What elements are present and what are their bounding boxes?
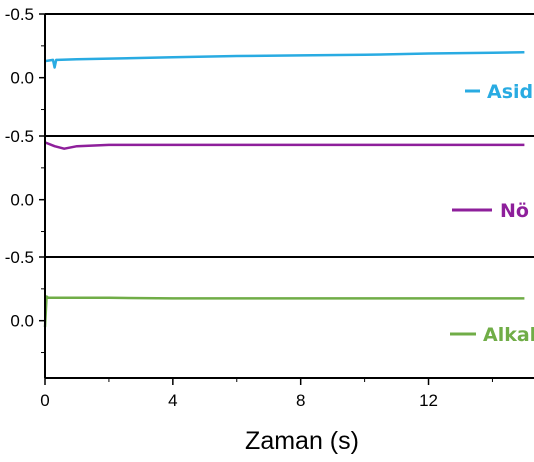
- y-tick-label-top-0: -0.5: [5, 5, 34, 24]
- x-tick-label-1: 4: [168, 391, 177, 410]
- x-tick-label-3: 12: [419, 391, 438, 410]
- series-line-n-1: [44, 141, 525, 150]
- x-axis-label: Zaman (s): [245, 427, 359, 455]
- y-tick-label-middle-0: -0.5: [5, 127, 34, 146]
- legend-label-0: Asid: [487, 81, 533, 103]
- x-tick-label-2: 8: [296, 391, 305, 410]
- series-line-alkal-2: [43, 295, 525, 328]
- x-tick-label-0: 0: [40, 391, 49, 410]
- y-tick-label-bottom-1: 0.0: [10, 312, 34, 331]
- y-tick-label-bottom-0: -0.5: [5, 248, 34, 267]
- y-tick-label-middle-1: 0.0: [10, 191, 34, 210]
- legend-label-1: Nö: [500, 200, 529, 222]
- legend-label-2: Alkal: [483, 324, 534, 346]
- series-line-asid-0: [44, 50, 525, 69]
- y-tick-label-top-1: 0.0: [10, 69, 34, 88]
